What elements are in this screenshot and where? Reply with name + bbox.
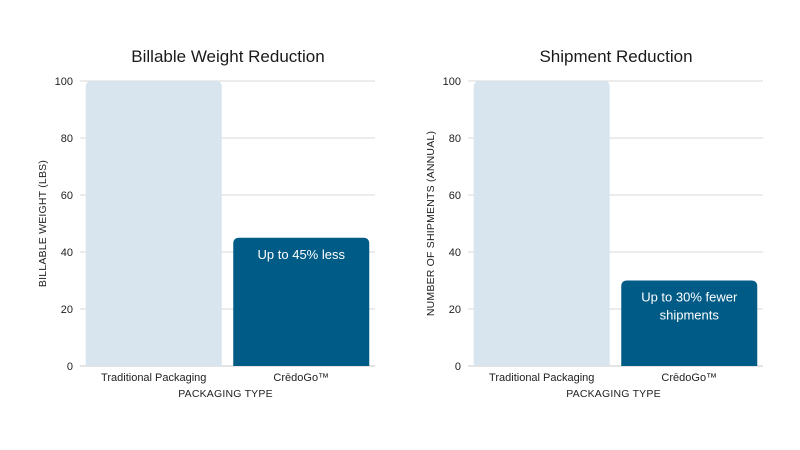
- bar: [621, 280, 758, 366]
- bar-annotation: Up to 45% less: [258, 247, 346, 262]
- x-tick-label: CrēdoGo™: [661, 372, 717, 384]
- y-tick-label: 20: [449, 304, 461, 316]
- bar: [473, 81, 610, 366]
- y-tick-label: 40: [449, 247, 461, 259]
- bar-annotation: Up to 30% fewer shipments: [641, 290, 738, 323]
- y-tick-label: 80: [61, 133, 73, 145]
- y-axis-label: BILLABLE WEIGHT (LBS): [37, 160, 49, 287]
- x-axis-label: PACKAGING TYPE: [178, 388, 273, 400]
- bar: [85, 81, 222, 366]
- chart-panel-1: Billable Weight Reduction 0 20 40 60 80 100 BIL…: [37, 47, 375, 400]
- chart-panel-2: Shipment Reduction 0 20 40 60 80 100 NUMBER OF …: [425, 47, 763, 400]
- y-tick-label: 40: [61, 247, 73, 259]
- chart-title: Billable Weight Reduction: [131, 47, 324, 66]
- x-axis-label: PACKAGING TYPE: [566, 388, 661, 400]
- bar: [233, 237, 370, 366]
- y-tick-label: 100: [443, 76, 461, 88]
- x-tick-label: CrēdoGo™: [273, 372, 329, 384]
- y-axis-label: NUMBER OF SHIPMENTS (ANNUAL): [425, 131, 437, 316]
- y-tick-label: 60: [61, 190, 73, 202]
- y-tick-label: 0: [67, 361, 73, 373]
- y-tick-label: 80: [449, 133, 461, 145]
- chart-title: Shipment Reduction: [539, 47, 692, 66]
- y-tick-label: 60: [449, 190, 461, 202]
- y-tick-label: 20: [61, 304, 73, 316]
- y-tick-label: 0: [455, 361, 461, 373]
- y-tick-label: 100: [55, 76, 73, 88]
- x-tick-label: Traditional Packaging: [489, 372, 594, 384]
- x-tick-label: Traditional Packaging: [101, 372, 206, 384]
